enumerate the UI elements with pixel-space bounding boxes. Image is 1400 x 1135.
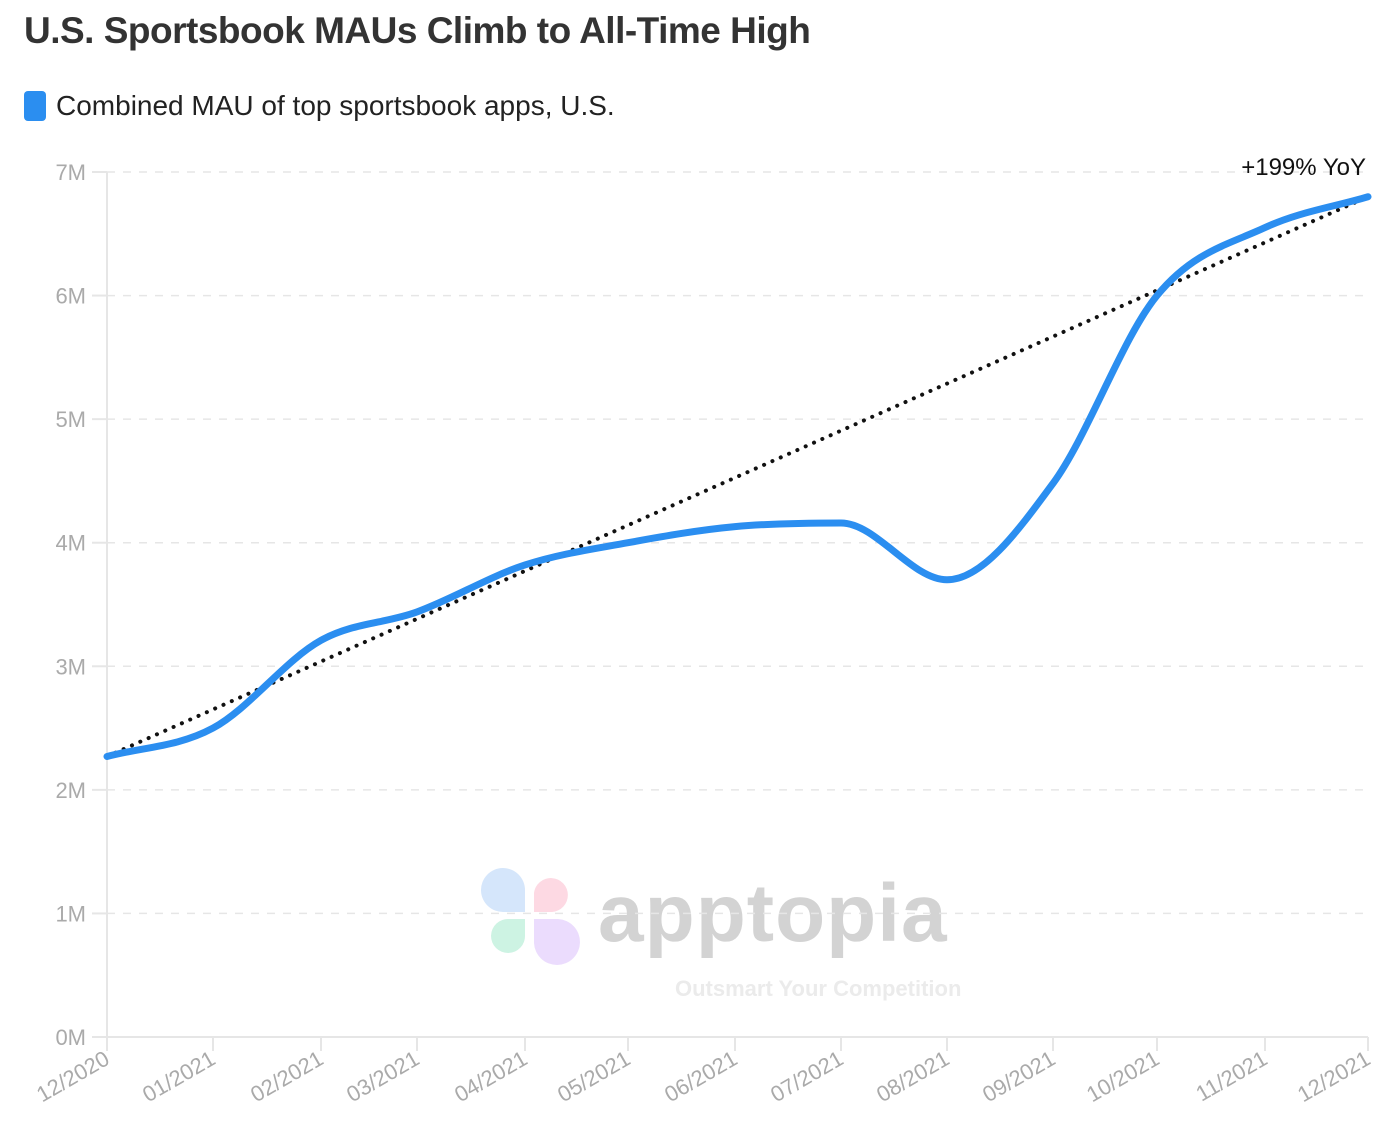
y-tick-label: 6M: [55, 284, 86, 309]
x-tick-label: 12/2020: [32, 1046, 113, 1107]
trendline-annotation: +199% YoY: [1241, 154, 1366, 181]
apptopia-watermark-logo: apptopia Outsmart Your Competition: [481, 868, 961, 1001]
x-tick-label: 01/2021: [138, 1046, 219, 1107]
x-tick-label: 09/2021: [978, 1046, 1059, 1107]
y-tick-label: 5M: [55, 407, 86, 432]
legend-swatch: [24, 91, 46, 121]
x-tick-label: 12/2021: [1293, 1046, 1374, 1107]
x-tick-label: 11/2021: [1192, 1046, 1272, 1107]
y-tick-label: 4M: [55, 531, 86, 556]
x-tick-label: 04/2021: [450, 1046, 531, 1107]
y-tick-label: 7M: [55, 160, 86, 185]
x-tick-label: 10/2021: [1082, 1046, 1163, 1107]
y-tick-label: 1M: [55, 901, 86, 926]
series-line: [103, 193, 1372, 760]
x-tick-label: 05/2021: [553, 1046, 634, 1107]
trendline: [105, 194, 1370, 759]
x-tick-label: 07/2021: [766, 1046, 847, 1107]
x-tick-label: 06/2021: [660, 1046, 741, 1107]
chart-title: U.S. Sportsbook MAUs Climb to All-Time H…: [24, 10, 811, 51]
legend-label: Combined MAU of top sportsbook apps, U.S…: [56, 90, 615, 121]
x-tick-label: 08/2021: [872, 1046, 953, 1107]
y-tick-label: 3M: [55, 654, 86, 679]
x-tick-label: 02/2021: [246, 1046, 327, 1107]
logo-petal-pink: [534, 878, 568, 912]
y-tick-label: 2M: [55, 778, 86, 803]
logo-petal-blue: [481, 868, 525, 913]
legend: Combined MAU of top sportsbook apps, U.S…: [24, 90, 615, 122]
logo-petal-green: [491, 918, 526, 953]
logo-petal-purple: [534, 919, 580, 965]
watermark-tagline: Outsmart Your Competition: [675, 976, 961, 1001]
y-tick-label: 0M: [55, 1025, 86, 1050]
x-tick-label: 03/2021: [342, 1046, 423, 1107]
